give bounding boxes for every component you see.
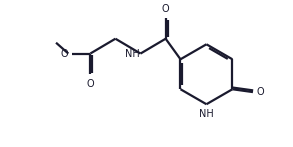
Text: O: O — [86, 79, 94, 89]
Text: O: O — [257, 87, 265, 97]
Text: NH: NH — [125, 49, 139, 59]
Text: NH: NH — [199, 109, 214, 119]
Text: O: O — [61, 49, 68, 59]
Text: O: O — [162, 4, 169, 14]
